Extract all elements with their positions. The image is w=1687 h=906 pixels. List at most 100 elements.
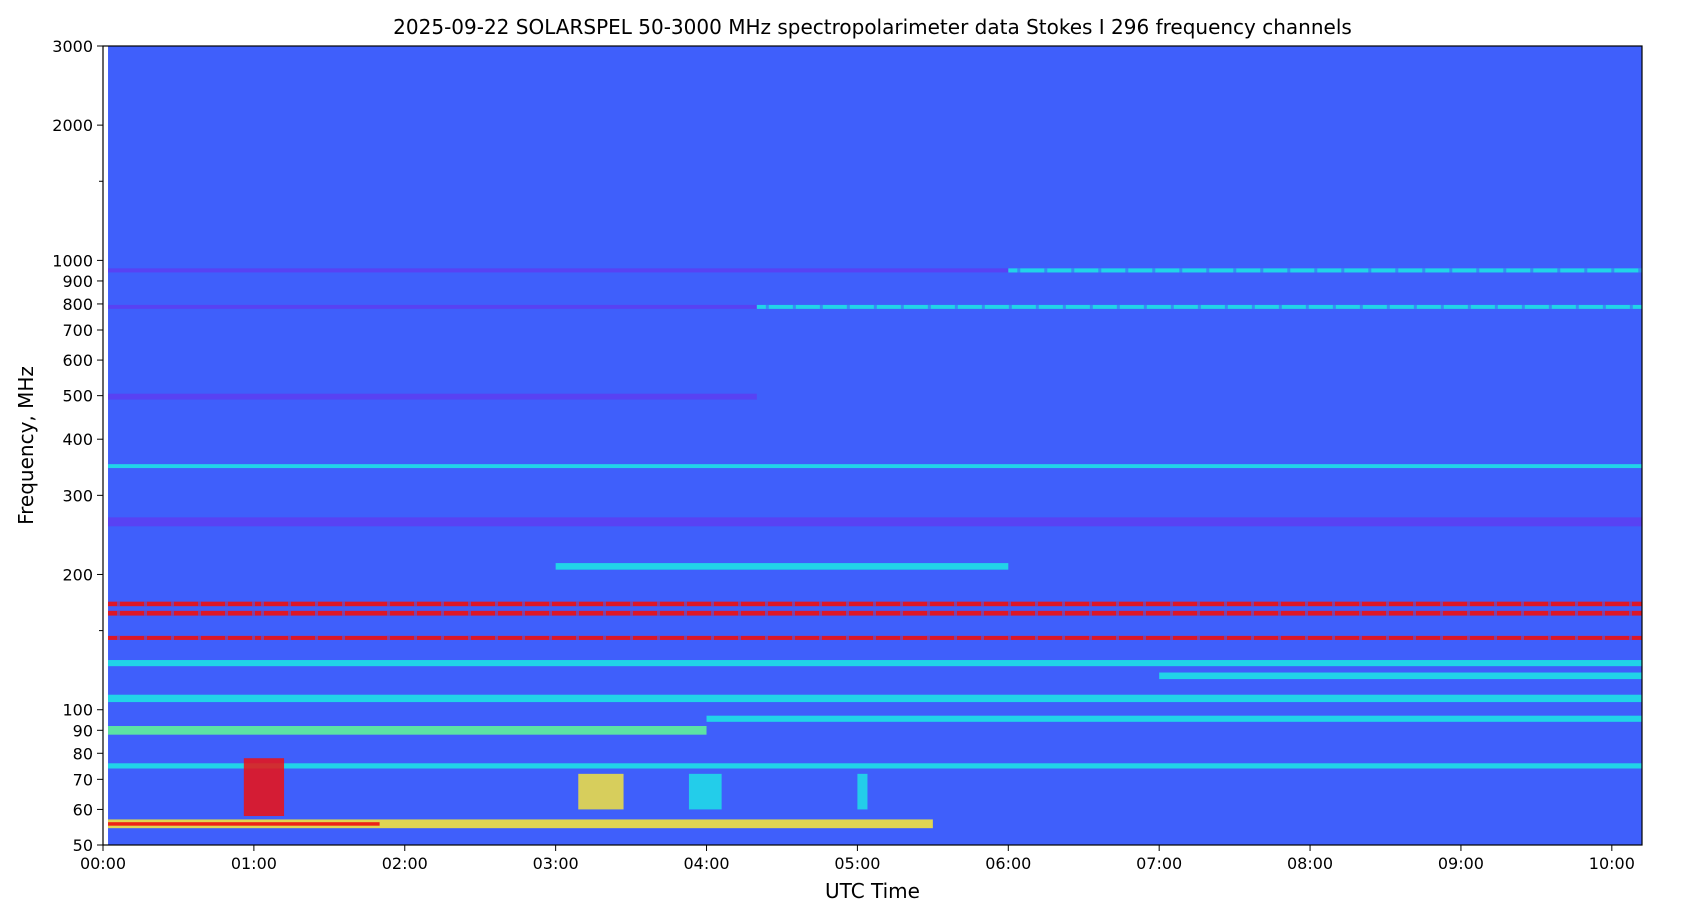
band-gap (171, 601, 175, 607)
emission-band (1008, 268, 1642, 273)
band-gap (252, 635, 256, 640)
band-gap (468, 635, 472, 640)
band-gap (342, 601, 346, 607)
band-gap (711, 610, 715, 616)
band-gap (1089, 635, 1093, 640)
band-gap (1332, 304, 1336, 309)
x-axis: 00:00 01:00 02:00 03:00 04:00 05:00 06:00 07:00… (80, 845, 1635, 873)
band-gap (927, 304, 931, 309)
band-gap (225, 635, 229, 640)
band-gap (1206, 268, 1210, 273)
band-gap (1467, 610, 1471, 616)
band-gap (603, 601, 607, 607)
band-gap (1170, 601, 1174, 607)
band-gap (1170, 635, 1174, 640)
band-gap (1143, 601, 1147, 607)
emission-band (108, 393, 757, 400)
band-gap (549, 610, 553, 616)
band-gap (387, 610, 391, 616)
band-gap (198, 601, 202, 607)
band-gap (873, 304, 877, 309)
emission-band (108, 464, 1642, 469)
band-gap (1449, 268, 1453, 273)
band-gap (765, 635, 769, 640)
band-gap (1170, 304, 1174, 309)
y-tick-label: 100 (62, 701, 93, 720)
band-gap (792, 635, 796, 640)
band-gap (846, 610, 850, 616)
band-gap (1395, 268, 1399, 273)
band-gap (1575, 304, 1579, 309)
band-gap (738, 601, 742, 607)
band-gap (1251, 304, 1255, 309)
band-gap (954, 601, 958, 607)
band-gap (1548, 635, 1552, 640)
band-gap (738, 610, 742, 616)
band-gap (1062, 304, 1066, 309)
band-gap (522, 610, 526, 616)
band-gap (1251, 635, 1255, 640)
band-gap (1386, 304, 1390, 309)
x-tick-label: 09:00 (1438, 854, 1484, 873)
band-gap (1494, 635, 1498, 640)
band-gap (549, 635, 553, 640)
band-gap (873, 601, 877, 607)
x-tick-label: 07:00 (1136, 854, 1182, 873)
band-gap (1467, 304, 1471, 309)
y-tick-label: 70 (73, 770, 93, 789)
band-gap (630, 610, 634, 616)
band-gap (900, 610, 904, 616)
band-gap (1359, 601, 1363, 607)
band-gap (117, 635, 121, 640)
band-gap (1305, 601, 1309, 607)
band-gap (1089, 610, 1093, 616)
y-tick-label: 50 (73, 836, 93, 855)
band-gap (1368, 268, 1372, 273)
band-gap (1116, 304, 1120, 309)
band-gap (1197, 601, 1201, 607)
emission-band (706, 715, 1642, 722)
band-gap (954, 304, 958, 309)
band-gap (441, 635, 445, 640)
band-gap (1008, 635, 1012, 640)
band-gap (1494, 601, 1498, 607)
emission-band (108, 660, 1642, 667)
band-gap (1413, 304, 1417, 309)
band-gap (1179, 268, 1183, 273)
band-gap (873, 610, 877, 616)
band-gap (1521, 304, 1525, 309)
y-tick-label: 3000 (52, 37, 93, 56)
band-gap (711, 635, 715, 640)
band-gap (315, 610, 319, 616)
band-gap (387, 601, 391, 607)
band-gap (225, 610, 229, 616)
band-gap (765, 601, 769, 607)
band-gap (1413, 610, 1417, 616)
band-gap (342, 610, 346, 616)
x-tick-label: 04:00 (683, 854, 729, 873)
band-gap (1170, 610, 1174, 616)
emission-band (108, 726, 707, 735)
x-tick-label: 06:00 (985, 854, 1031, 873)
band-gap (1548, 304, 1552, 309)
radio-burst (243, 758, 285, 817)
x-tick-label: 10:00 (1589, 854, 1635, 873)
band-gap (1143, 635, 1147, 640)
y-tick-label: 700 (62, 321, 93, 340)
band-gap (1386, 610, 1390, 616)
y-tick-label: 60 (73, 800, 93, 819)
band-gap (981, 610, 985, 616)
band-gap (387, 635, 391, 640)
band-gap (738, 635, 742, 640)
band-gap (1386, 635, 1390, 640)
band-gap (1305, 304, 1309, 309)
band-gap (1260, 268, 1264, 273)
spectrogram-image (103, 46, 1642, 845)
band-gap (1611, 268, 1615, 273)
band-gap (846, 304, 850, 309)
emission-band (555, 563, 1009, 570)
band-gap (1251, 601, 1255, 607)
band-gap (1305, 635, 1309, 640)
